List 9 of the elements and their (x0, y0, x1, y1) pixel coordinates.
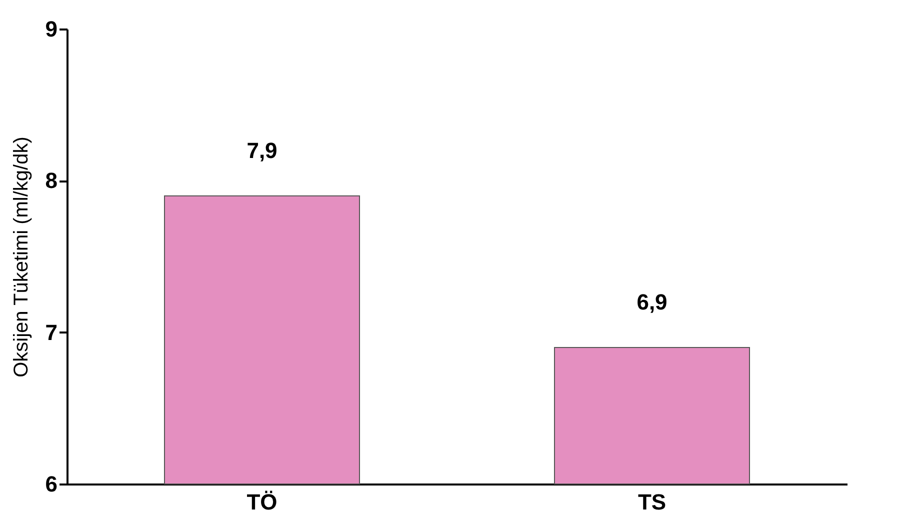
y-tick-label: 8 (45, 168, 58, 194)
y-tick-label: 6 (45, 472, 58, 496)
y-tick-label: 9 (45, 16, 58, 42)
data-label: 7,9 (246, 138, 278, 163)
y-tick-label: 7 (45, 320, 58, 345)
x-tick-label: TS (638, 490, 666, 514)
y-axis-title: Oksijen Tüketimi (ml/kg/dk) (10, 136, 32, 378)
x-tick-label: TÖ (246, 490, 278, 514)
data-label: 6,9 (636, 290, 668, 314)
